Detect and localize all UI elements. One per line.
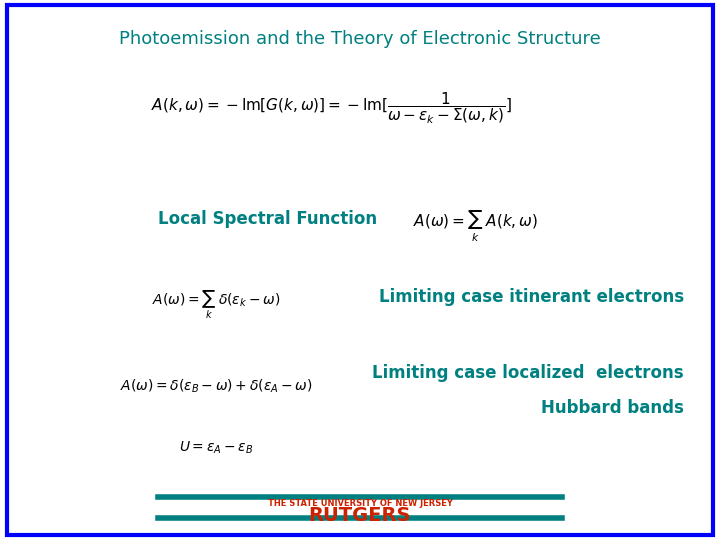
Text: $A(k,\omega) = -\mathrm{Im}[G(k,\omega)] = -\mathrm{Im}[\dfrac{1}{\omega - \vare: $A(k,\omega) = -\mathrm{Im}[G(k,\omega)]… bbox=[150, 90, 512, 126]
Text: Limiting case itinerant electrons: Limiting case itinerant electrons bbox=[379, 288, 684, 306]
Text: Hubbard bands: Hubbard bands bbox=[541, 399, 684, 417]
Text: $A(\omega) = \delta(\varepsilon_B - \omega) + \delta(\varepsilon_A - \omega)$: $A(\omega) = \delta(\varepsilon_B - \ome… bbox=[120, 377, 312, 395]
Text: THE STATE UNIVERSITY OF NEW JERSEY: THE STATE UNIVERSITY OF NEW JERSEY bbox=[268, 500, 452, 508]
Text: $A(\omega) = \sum_{k}\; \delta(\varepsilon_k - \omega)$: $A(\omega) = \sum_{k}\; \delta(\varepsil… bbox=[152, 289, 280, 321]
Text: Limiting case localized  electrons: Limiting case localized electrons bbox=[372, 363, 684, 382]
Text: Photoemission and the Theory of Electronic Structure: Photoemission and the Theory of Electron… bbox=[119, 30, 601, 48]
Text: $U = \varepsilon_A - \varepsilon_B$: $U = \varepsilon_A - \varepsilon_B$ bbox=[179, 440, 253, 456]
Text: $A(\omega) = \sum_{k}\; A(k,\omega)$: $A(\omega) = \sum_{k}\; A(k,\omega)$ bbox=[413, 210, 538, 244]
Text: Local Spectral Function: Local Spectral Function bbox=[158, 210, 377, 228]
Text: RUTGERS: RUTGERS bbox=[309, 505, 411, 525]
